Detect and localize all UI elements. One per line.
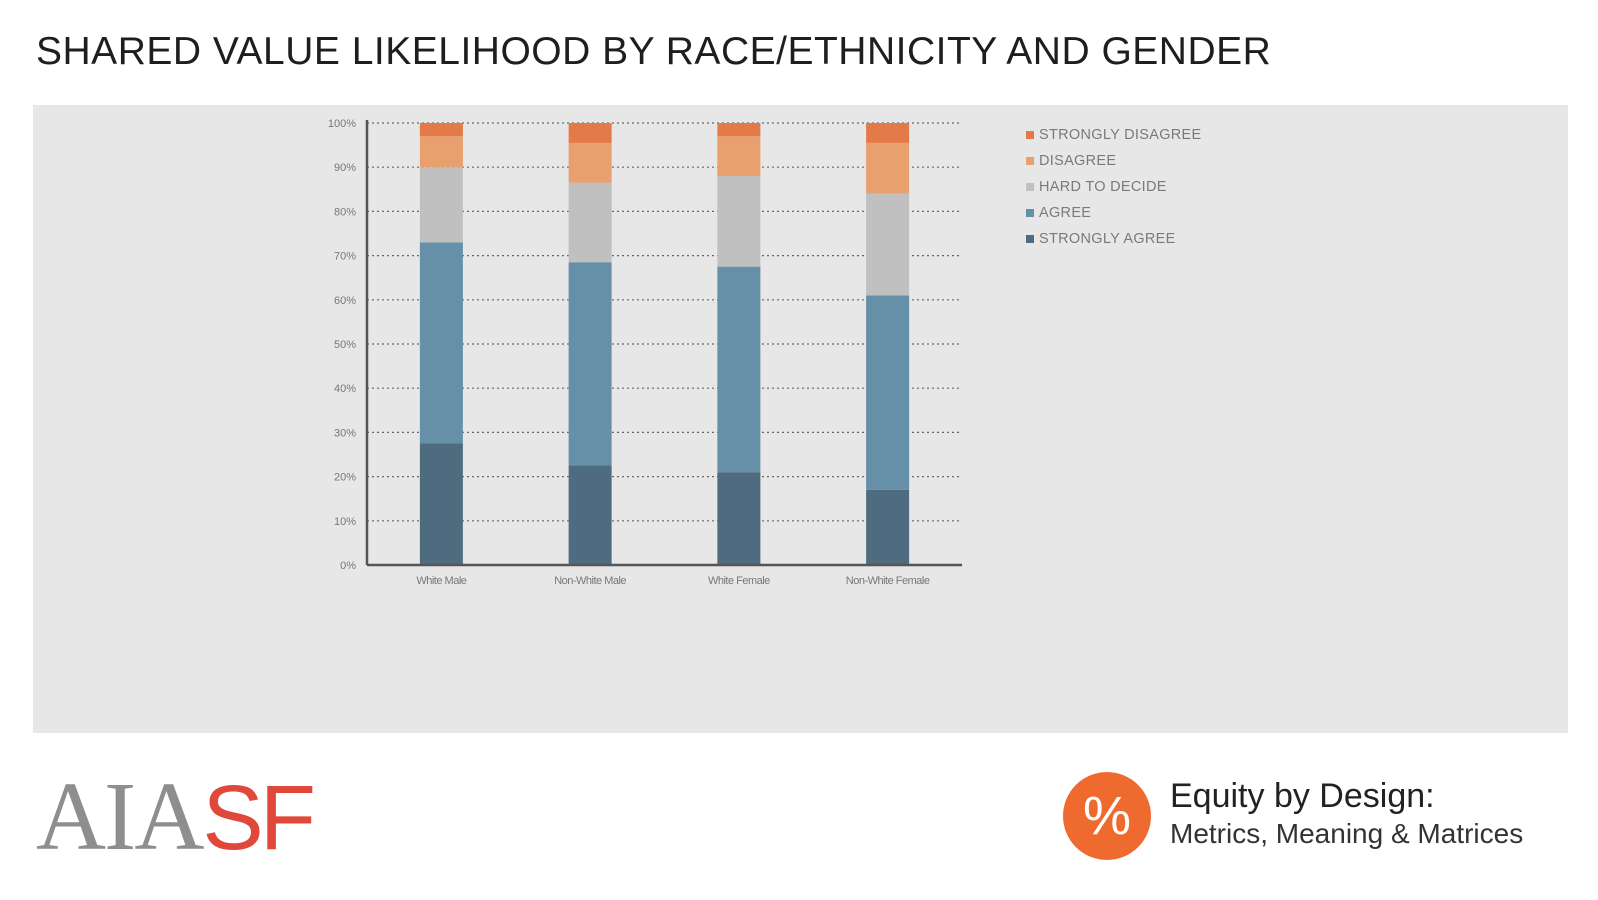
- legend-swatch: [1026, 235, 1034, 243]
- logo-aia: AIA: [36, 763, 204, 870]
- logo-sf: SF: [202, 767, 316, 869]
- x-tick-label: White Male: [416, 575, 466, 587]
- y-tick-label: 30%: [334, 427, 356, 439]
- legend-swatch: [1026, 209, 1034, 217]
- y-tick-label: 60%: [334, 295, 356, 307]
- bar-segment: [717, 123, 761, 137]
- bar-segment: [568, 262, 612, 466]
- bar-segment: [866, 123, 910, 143]
- y-tick-label: 20%: [334, 472, 356, 484]
- legend-label: DISAGREE: [1039, 153, 1117, 169]
- bar-segment: [568, 142, 612, 183]
- legend-item: DISAGREE: [1026, 148, 1202, 174]
- bar-segment: [717, 266, 761, 473]
- bar-segment: [568, 123, 612, 143]
- brand-tagline: Equity by Design: Metrics, Meaning & Mat…: [1170, 776, 1523, 852]
- legend-item: HARD TO DECIDE: [1026, 174, 1202, 200]
- chart-legend: STRONGLY DISAGREE DISAGREE HARD TO DECIDE A…: [1026, 122, 1202, 252]
- bar-segment: [717, 176, 761, 267]
- percent-badge-icon: %: [1063, 772, 1151, 860]
- y-tick-label: 10%: [334, 516, 356, 528]
- y-tick-label: 50%: [334, 339, 356, 351]
- legend-label: AGREE: [1039, 205, 1092, 221]
- x-tick-label: Non-White Male: [554, 575, 626, 587]
- chart-panel: 0% 10% 20% 30% 40% 50% 60% 70% 80% 90% 100% White M…: [33, 105, 1568, 733]
- bar-segment: [419, 443, 463, 565]
- y-tick-label: 90%: [334, 162, 356, 174]
- aiasf-logo: AIASF: [36, 768, 316, 865]
- legend-label: STRONGLY AGREE: [1039, 231, 1176, 247]
- bar-segment: [419, 123, 463, 137]
- legend-swatch: [1026, 183, 1034, 191]
- legend-label: HARD TO DECIDE: [1039, 179, 1167, 195]
- brand-line-1: Equity by Design:: [1170, 777, 1435, 815]
- legend-item: AGREE: [1026, 200, 1202, 226]
- legend-swatch: [1026, 157, 1034, 165]
- brand-line-2: Metrics, Meaning & Matrices: [1170, 818, 1524, 849]
- y-tick-label: 40%: [334, 383, 356, 395]
- x-tick-label: Non-White Female: [846, 575, 930, 587]
- legend-label: STRONGLY DISAGREE: [1039, 127, 1202, 143]
- bar-segment: [866, 295, 910, 490]
- stacked-bar-chart: 0% 10% 20% 30% 40% 50% 60% 70% 80% 90% 100% White M…: [328, 118, 962, 587]
- legend-item: STRONGLY AGREE: [1026, 226, 1202, 252]
- bar-segment: [568, 182, 612, 263]
- y-tick-label: 100%: [328, 118, 356, 130]
- bar-segment: [568, 465, 612, 565]
- x-tick-label: White Female: [708, 575, 770, 587]
- bar-segment: [717, 472, 761, 565]
- bar-segment: [866, 142, 910, 194]
- bar-segment: [717, 136, 761, 177]
- bar-segment: [419, 136, 463, 168]
- bar-segment: [866, 193, 910, 296]
- bar-segment: [866, 489, 910, 565]
- bar-segment: [419, 242, 463, 444]
- y-tick-label: 0%: [340, 560, 356, 572]
- y-tick-label: 70%: [334, 251, 356, 263]
- chart-title: SHARED VALUE LIKELIHOOD BY RACE/ETHNICIT…: [36, 30, 1272, 73]
- bar-segment: [419, 167, 463, 243]
- legend-swatch: [1026, 131, 1034, 139]
- legend-item: STRONGLY DISAGREE: [1026, 122, 1202, 148]
- y-tick-label: 80%: [334, 206, 356, 218]
